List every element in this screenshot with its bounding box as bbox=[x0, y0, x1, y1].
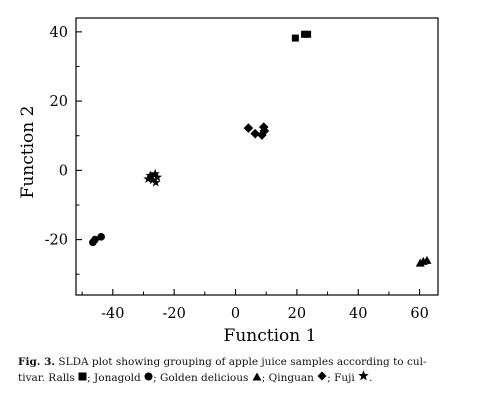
point-jonagold bbox=[91, 235, 99, 244]
point-ralls bbox=[304, 30, 312, 38]
x-axis-ticks: -40 -20 0 20 40 60 bbox=[81, 289, 429, 322]
x-tick-label: 0 bbox=[231, 306, 240, 322]
square-marker-icon bbox=[78, 370, 87, 386]
figure-caption: Fig. 3. SLDA plot showing grouping of ap… bbox=[18, 354, 464, 386]
point-fuji bbox=[150, 168, 160, 178]
caption-sep-2: ; Golden delicious bbox=[153, 372, 252, 384]
caption-end: . bbox=[369, 372, 373, 384]
x-tick-label: 60 bbox=[410, 306, 428, 322]
point-qinguan bbox=[250, 128, 260, 139]
x-tick-label: 20 bbox=[288, 306, 306, 322]
y-tick-label: 0 bbox=[59, 163, 68, 179]
y-axis-label: Function 2 bbox=[18, 106, 38, 199]
x-tick-label: -40 bbox=[101, 306, 124, 322]
point-golden-delicious bbox=[422, 255, 432, 264]
caption-text-2: tivar. Ralls bbox=[18, 372, 79, 384]
caption-sep-4: ; Fuji bbox=[327, 372, 359, 384]
circle-marker-icon bbox=[144, 370, 153, 386]
figure-label: Fig. 3. bbox=[18, 356, 56, 368]
point-ralls bbox=[291, 34, 299, 42]
data-points bbox=[89, 30, 432, 267]
point-fuji bbox=[147, 171, 157, 181]
star-marker-icon bbox=[358, 370, 369, 386]
y-axis-ticks: -20 0 20 40 bbox=[45, 25, 82, 275]
x-tick-label: -20 bbox=[162, 306, 185, 322]
caption-sep-3: ; Qinguan bbox=[261, 372, 318, 384]
point-fuji bbox=[151, 177, 161, 187]
y-tick-label: 20 bbox=[50, 94, 68, 110]
point-qinguan bbox=[259, 126, 270, 136]
triangle-marker-icon bbox=[252, 370, 262, 386]
point-fuji bbox=[147, 175, 158, 185]
x-tick-label: 40 bbox=[349, 306, 367, 322]
point-jonagold bbox=[97, 233, 105, 241]
caption-text-1: SLDA plot showing grouping of apple juic… bbox=[55, 356, 427, 368]
y-tick-label: 40 bbox=[50, 25, 68, 41]
y-tick-label: -20 bbox=[45, 233, 68, 249]
plot-frame bbox=[75, 17, 439, 296]
slda-scatter-plot: -40 -20 0 20 40 60 -20 0 20 40 Function 1 Functi… bbox=[18, 17, 439, 346]
diamond-marker-icon bbox=[317, 370, 327, 386]
point-qinguan bbox=[243, 123, 254, 133]
point-fuji bbox=[152, 172, 163, 182]
caption-sep-1: ; Jonagold bbox=[87, 372, 145, 384]
x-axis-label: Function 1 bbox=[224, 326, 317, 346]
